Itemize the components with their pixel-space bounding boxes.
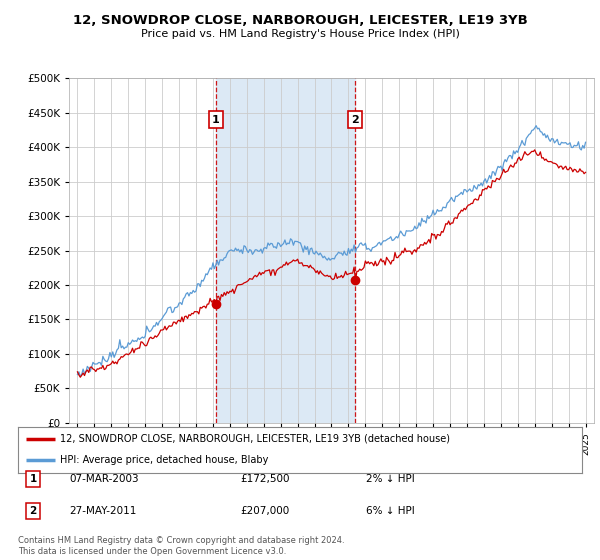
Text: Contains HM Land Registry data © Crown copyright and database right 2024.
This d: Contains HM Land Registry data © Crown c… (18, 536, 344, 556)
Text: HPI: Average price, detached house, Blaby: HPI: Average price, detached house, Blab… (60, 455, 269, 465)
Text: £172,500: £172,500 (240, 474, 290, 484)
Text: 1: 1 (29, 474, 37, 484)
Text: 12, SNOWDROP CLOSE, NARBOROUGH, LEICESTER, LE19 3YB: 12, SNOWDROP CLOSE, NARBOROUGH, LEICESTE… (73, 14, 527, 27)
Text: 6% ↓ HPI: 6% ↓ HPI (366, 506, 415, 516)
Text: 27-MAY-2011: 27-MAY-2011 (69, 506, 136, 516)
Bar (216, 78, 355, 423)
Text: 1: 1 (212, 115, 220, 125)
Text: £207,000: £207,000 (240, 506, 289, 516)
Text: 2: 2 (352, 115, 359, 125)
Text: 2% ↓ HPI: 2% ↓ HPI (366, 474, 415, 484)
Text: Price paid vs. HM Land Registry's House Price Index (HPI): Price paid vs. HM Land Registry's House … (140, 29, 460, 39)
Text: 07-MAR-2003: 07-MAR-2003 (69, 474, 139, 484)
Text: 12, SNOWDROP CLOSE, NARBOROUGH, LEICESTER, LE19 3YB (detached house): 12, SNOWDROP CLOSE, NARBOROUGH, LEICESTE… (60, 434, 450, 444)
Text: 2: 2 (29, 506, 37, 516)
